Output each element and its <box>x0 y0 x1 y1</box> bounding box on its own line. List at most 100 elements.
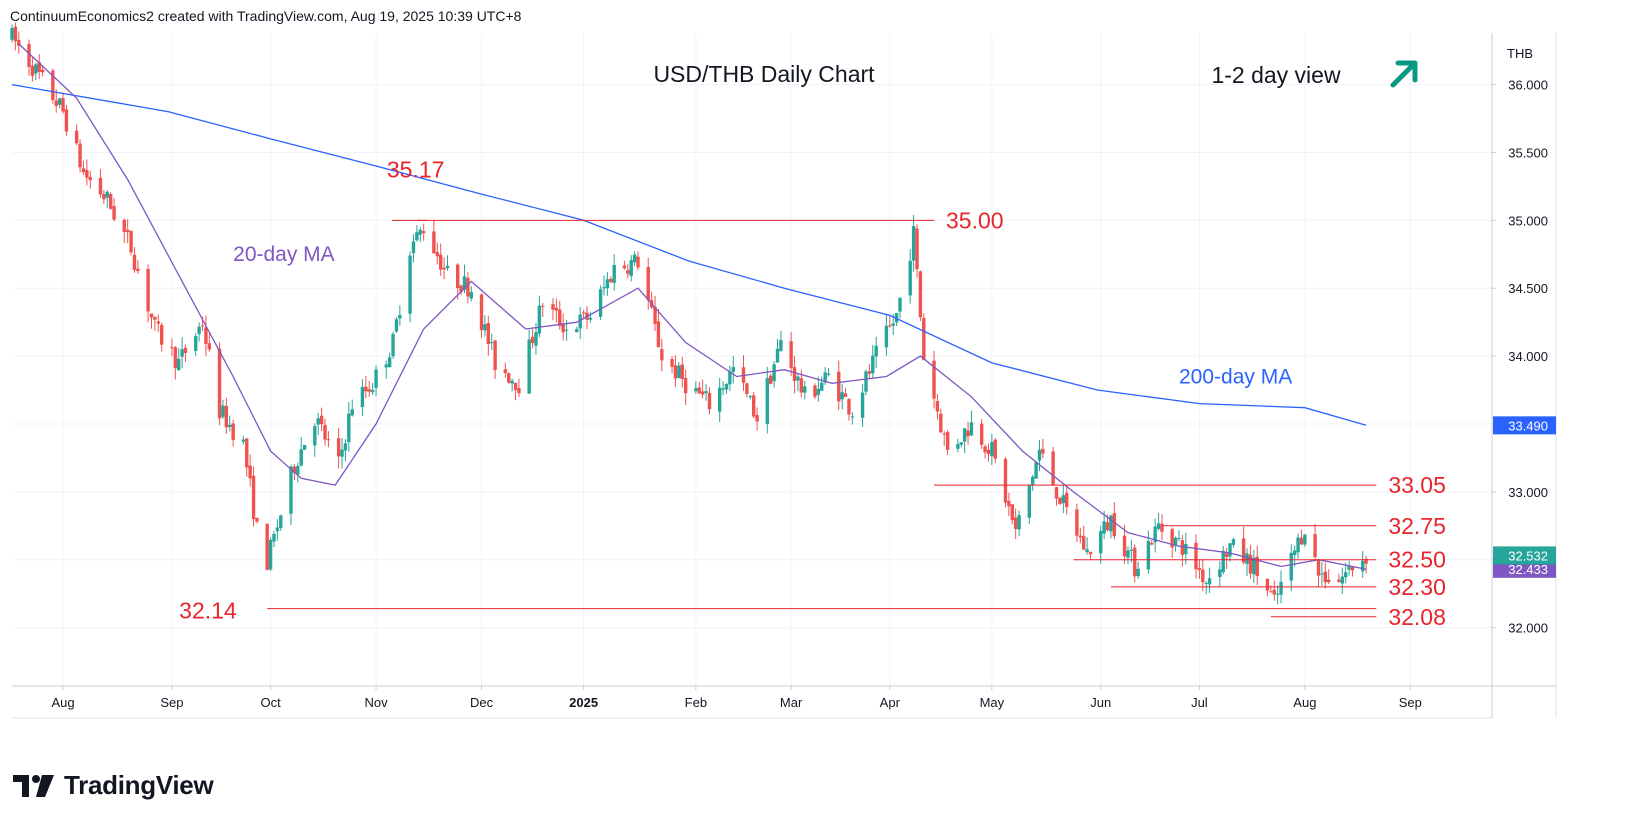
candle-body <box>683 378 688 394</box>
candle-body <box>636 256 640 268</box>
candle-body <box>37 62 41 73</box>
candle-body <box>704 391 708 394</box>
candle-body <box>456 264 460 288</box>
candle-body <box>1027 484 1031 518</box>
candle-body <box>10 27 14 40</box>
candle-body <box>813 385 817 397</box>
candle-body <box>13 26 18 42</box>
candle-body <box>1303 534 1307 545</box>
candle-body <box>775 348 780 363</box>
candle-body <box>779 339 783 351</box>
candle-body <box>340 449 344 457</box>
candle-body <box>922 317 926 361</box>
candle-body <box>612 264 616 283</box>
candle-body <box>1241 538 1246 563</box>
candle-body <box>578 314 582 329</box>
candle-body <box>721 388 725 390</box>
candle-body <box>319 415 324 425</box>
tradingview-logo-text: TradingView <box>64 770 214 800</box>
candle-body <box>1109 515 1113 532</box>
chart-frame <box>12 33 1557 719</box>
x-tick-label: Mar <box>780 695 803 710</box>
x-tick-label: Feb <box>685 695 707 710</box>
x-tick-label: Apr <box>880 695 901 710</box>
candle-body <box>558 309 562 326</box>
candle-body <box>408 255 412 314</box>
extreme-label: 35.17 <box>387 156 445 182</box>
candle-body <box>1255 556 1259 577</box>
candle-body <box>840 392 844 400</box>
candle-body <box>769 375 773 384</box>
candle-body <box>129 230 133 253</box>
candle-body <box>1361 560 1365 572</box>
candle-body <box>462 276 467 290</box>
candle-body <box>1085 549 1089 553</box>
candle-body <box>918 271 923 318</box>
candle-body <box>1252 557 1256 575</box>
candle-body <box>503 369 508 374</box>
candle-body <box>81 168 86 173</box>
candle-body <box>1224 553 1229 557</box>
candle-body <box>969 422 974 436</box>
candle-body <box>160 324 164 345</box>
candle-body <box>466 277 470 297</box>
candle-body <box>748 396 752 398</box>
axes: 36.00035.50035.00034.50034.00033.50033.0… <box>51 46 1556 710</box>
candle-body <box>391 333 395 357</box>
candle-body <box>792 367 797 382</box>
candle-body <box>1180 540 1185 555</box>
candlesticks <box>10 22 1368 605</box>
candle-body <box>394 319 399 332</box>
candle-body <box>51 70 55 101</box>
candle-body <box>820 382 824 391</box>
support-resistance-levels <box>267 219 1377 618</box>
tradingview-logo[interactable]: TradingView <box>12 770 214 801</box>
candle-body <box>27 44 31 67</box>
candle-body <box>799 378 804 393</box>
candle-body <box>803 386 807 393</box>
x-tick-label: Aug <box>1293 695 1316 710</box>
candle-body <box>343 443 348 451</box>
candle-body <box>1313 534 1317 558</box>
candle-body <box>149 313 154 318</box>
candle-body <box>279 515 283 529</box>
series-label: 200-day MA <box>1179 365 1292 388</box>
candle-body <box>1340 576 1344 584</box>
candle-body <box>1156 523 1161 529</box>
candle-body <box>537 305 542 334</box>
ma200-line <box>11 83 1367 426</box>
candle-body <box>299 449 303 466</box>
candle-body <box>1292 550 1297 556</box>
up-arrow-icon <box>1390 60 1418 88</box>
candle-body <box>1194 542 1198 570</box>
candle-body <box>1207 578 1212 585</box>
candle-body <box>17 39 21 46</box>
candle-body <box>1201 569 1205 583</box>
candle-body <box>724 383 729 390</box>
candle-body <box>660 349 664 361</box>
y-tick-label: 32.000 <box>1508 621 1548 636</box>
level-label: 32.50 <box>1388 547 1446 573</box>
candle-body <box>626 270 630 274</box>
candle-body <box>1007 500 1011 507</box>
candle-body <box>755 415 759 422</box>
series-label: 20-day MA <box>233 243 335 266</box>
candle-body <box>551 304 555 310</box>
candle-body <box>1269 591 1273 593</box>
candle-body <box>108 194 113 209</box>
candle-body <box>34 64 38 74</box>
candle-body <box>289 466 293 514</box>
candle-body <box>1320 573 1324 575</box>
candle-body <box>602 287 606 289</box>
candle-body <box>398 315 402 319</box>
candle-body <box>469 292 474 299</box>
candle-body <box>884 325 889 348</box>
candle-body <box>823 372 827 383</box>
candle-body <box>177 358 181 371</box>
candle-body <box>979 423 984 445</box>
candle-body <box>789 341 793 368</box>
candle-body <box>483 324 487 331</box>
candle-body <box>98 177 103 195</box>
